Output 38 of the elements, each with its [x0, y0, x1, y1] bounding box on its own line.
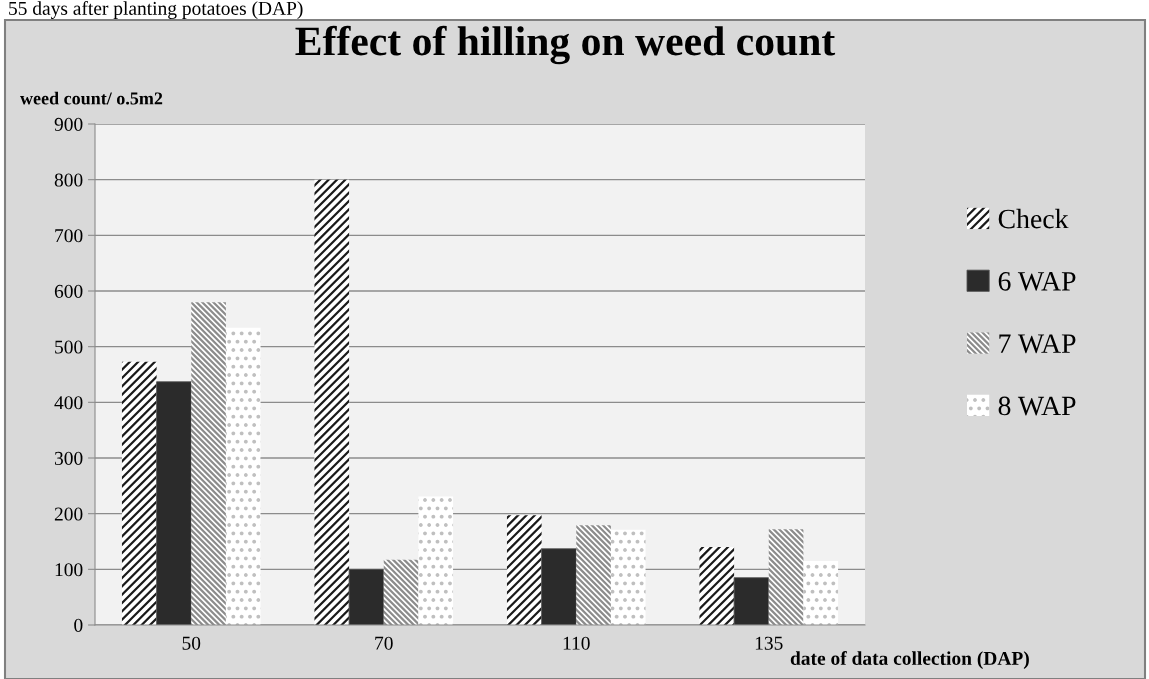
x-tick-label: 135: [755, 636, 783, 650]
bar: [383, 559, 419, 625]
bar: [418, 496, 454, 625]
x-axis-title: date of data collection (DAP): [790, 651, 1029, 669]
y-tick-label: 0: [74, 618, 83, 632]
y-tick-label: 200: [54, 507, 83, 521]
legend-label: 8 WAP: [998, 396, 1076, 416]
y-tick-label: 700: [55, 229, 83, 243]
y-tick-label: 500: [55, 340, 83, 354]
bar: [733, 577, 770, 625]
bar: [803, 560, 839, 625]
text: 55 days after planting potatoes (DAP): [9, 1, 303, 19]
bar: [225, 327, 261, 625]
legend-label: Check: [998, 208, 1069, 229]
bar: [348, 568, 385, 625]
y-axis-title: weed count/ o.5m2: [20, 91, 163, 105]
y-tick-label: 300: [54, 451, 83, 465]
y-tick-label: 900: [54, 117, 83, 131]
bar: [191, 302, 226, 625]
legend-label: 6 WAP: [998, 272, 1076, 291]
y-tick-label: 600: [54, 284, 83, 298]
bar: [610, 529, 646, 625]
bar: [576, 525, 611, 625]
bar: [506, 515, 542, 625]
bar: [121, 361, 157, 625]
y-tick-label: 100: [55, 563, 83, 577]
y-tick-label: 800: [54, 173, 83, 187]
x-tick-label: 50: [182, 636, 201, 650]
x-tick-label: 110: [563, 636, 590, 650]
y-tick-label: 400: [54, 396, 83, 410]
bar: [699, 547, 735, 625]
x-tick-label: 70: [375, 636, 393, 650]
bar: [314, 179, 350, 625]
legend-label: 7 WAP: [999, 334, 1076, 354]
chart-title: Effect of hilling on weed count: [295, 25, 836, 65]
bar: [541, 548, 577, 625]
bar: [156, 381, 192, 625]
bar: [768, 529, 804, 625]
